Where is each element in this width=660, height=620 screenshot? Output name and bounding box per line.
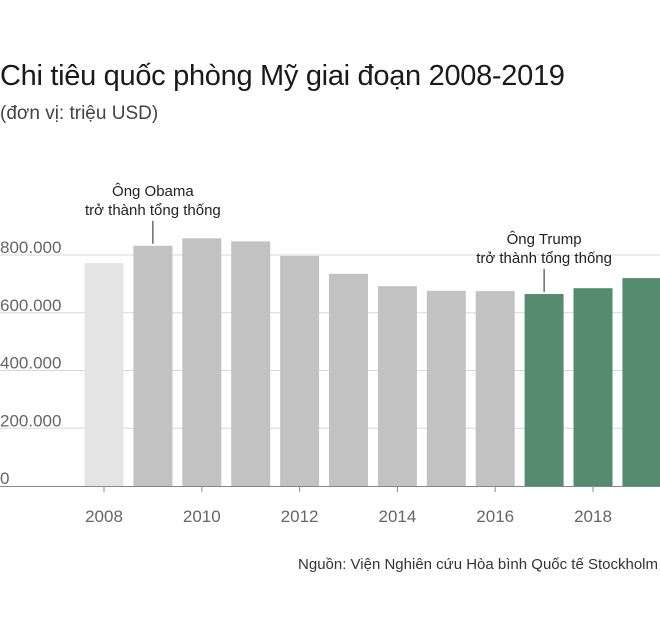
annotations: Ông Obama trở thành tổng thống Ông Trump tr… [85, 183, 612, 292]
bars [84, 238, 660, 486]
chart-title: Chi tiêu quốc phòng Mỹ giai đoạn 2008-20… [0, 60, 565, 92]
y-tick-label: 0 [0, 469, 9, 488]
y-tick-label: 600.000 [0, 296, 61, 315]
annotation-label: trở thành tổng thống [476, 250, 612, 267]
bar-2008 [84, 263, 124, 486]
y-tick-label: 800.000 [0, 238, 61, 257]
bar-2012 [280, 255, 320, 486]
x-tick-labels: 2008 2010 2012 2014 2016 2018 [85, 507, 612, 526]
bar-2016 [475, 291, 515, 486]
x-tick-label: 2016 [476, 507, 514, 526]
bar-2014 [377, 286, 417, 486]
y-tick-label: 400.000 [0, 354, 61, 373]
chart-subtitle: (đơn vị: triệu USD) [0, 103, 159, 124]
bar-2015 [426, 290, 466, 486]
annotation-label: Ông Obama [112, 183, 194, 200]
bar-2017 [524, 294, 564, 486]
x-tick-label: 2012 [281, 507, 319, 526]
annotation-label: trở thành tổng thống [85, 202, 221, 219]
y-tick-labels: 0 200.000 400.000 600.000 800.000 [0, 238, 61, 488]
x-axis [0, 486, 660, 492]
x-tick-label: 2018 [574, 507, 612, 526]
bar-2013 [329, 273, 368, 486]
bar-2018 [573, 288, 613, 486]
x-tick-label: 2008 [85, 507, 123, 526]
y-tick-label: 200.000 [0, 411, 61, 430]
bar-2019 [622, 278, 660, 486]
annotation-label: Ông Trump [507, 231, 582, 248]
x-tick-label: 2014 [378, 507, 416, 526]
chart-source: Nguồn: Viện Nghiên cứu Hòa bình Quốc tế … [298, 556, 658, 573]
x-tick-label: 2010 [183, 507, 221, 526]
bar-2009 [133, 245, 173, 486]
bar-2011 [231, 241, 271, 486]
bar-2010 [182, 238, 222, 486]
